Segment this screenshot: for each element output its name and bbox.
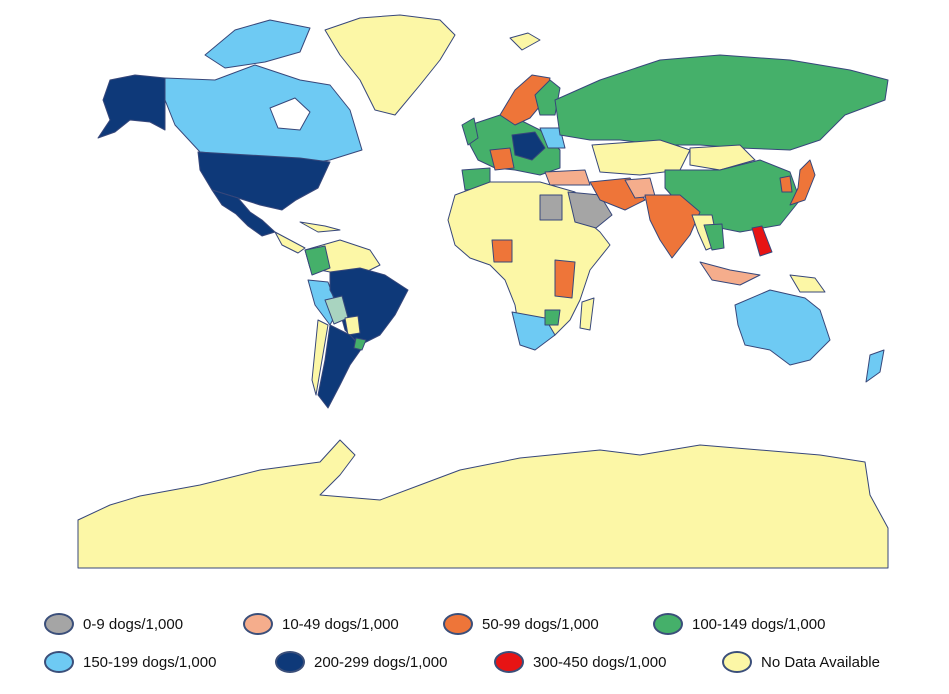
legend-label: 100-149 dogs/1,000 <box>692 615 826 633</box>
legend-item-0-9: 0-9 dogs/1,000 <box>44 612 183 636</box>
legend-item-50-99: 50-99 dogs/1,000 <box>443 612 599 636</box>
region-caribbean <box>299 221 341 233</box>
region-iceland <box>509 32 541 51</box>
region-russia <box>554 54 889 151</box>
region-japan <box>789 159 816 206</box>
legend-swatch <box>494 651 524 673</box>
legend-item-no-data: No Data Available <box>722 650 880 674</box>
region-philippines <box>751 225 773 257</box>
region-baltics <box>539 127 566 149</box>
region-uk <box>461 117 479 146</box>
region-india <box>644 194 701 259</box>
legend-item-100-149: 100-149 dogs/1,000 <box>653 612 825 636</box>
region-east-africa <box>554 259 576 299</box>
region-alaska <box>97 74 166 139</box>
region-new-guinea <box>789 274 826 293</box>
region-thailand <box>703 223 725 251</box>
legend-item-150-199: 150-199 dogs/1,000 <box>44 650 216 674</box>
region-canada <box>164 64 363 166</box>
region-argentina <box>317 324 363 409</box>
legend-swatch <box>275 651 305 673</box>
legend-label: 10-49 dogs/1,000 <box>282 615 399 633</box>
region-indonesia <box>699 261 761 286</box>
region-south-africa <box>511 311 556 351</box>
region-madagascar <box>579 297 595 331</box>
world-map <box>77 14 889 569</box>
region-zimbabwe <box>544 309 561 326</box>
legend-label: 0-9 dogs/1,000 <box>83 615 184 633</box>
region-mexico <box>211 189 276 237</box>
region-nigeria <box>491 239 513 263</box>
legend-label: 150-199 dogs/1,000 <box>83 653 217 671</box>
region-new-zealand <box>865 349 885 383</box>
legend-item-200-299: 200-299 dogs/1,000 <box>275 650 447 674</box>
region-central-america <box>274 231 306 254</box>
legend-label: 300-450 dogs/1,000 <box>533 653 667 671</box>
legend-swatch <box>44 613 74 635</box>
region-arabia <box>567 191 613 229</box>
region-mongolia <box>689 144 756 171</box>
region-canada-islands <box>204 19 311 69</box>
region-greenland <box>324 14 456 116</box>
legend-item-300-450: 300-450 dogs/1,000 <box>494 650 666 674</box>
legend-label: 50-99 dogs/1,000 <box>482 615 599 633</box>
legend-item-10-49: 10-49 dogs/1,000 <box>243 612 399 636</box>
region-korea <box>779 175 793 193</box>
region-australia <box>734 289 831 366</box>
region-paraguay <box>344 315 361 336</box>
region-usa <box>197 151 331 211</box>
legend-swatch <box>722 651 752 673</box>
region-turkey <box>544 169 591 186</box>
legend-swatch <box>653 613 683 635</box>
hudson-bay <box>269 97 311 131</box>
legend-swatch <box>44 651 74 673</box>
region-chile <box>311 319 329 396</box>
region-france <box>489 147 515 171</box>
region-colombia <box>304 245 331 276</box>
legend-swatch <box>243 613 273 635</box>
region-egypt <box>539 194 563 221</box>
region-central-europe <box>511 131 546 161</box>
region-uruguay <box>353 337 367 351</box>
legend-swatch <box>443 613 473 635</box>
region-antarctica <box>77 439 889 569</box>
legend-label: 200-299 dogs/1,000 <box>314 653 448 671</box>
legend-label: No Data Available <box>761 653 880 671</box>
